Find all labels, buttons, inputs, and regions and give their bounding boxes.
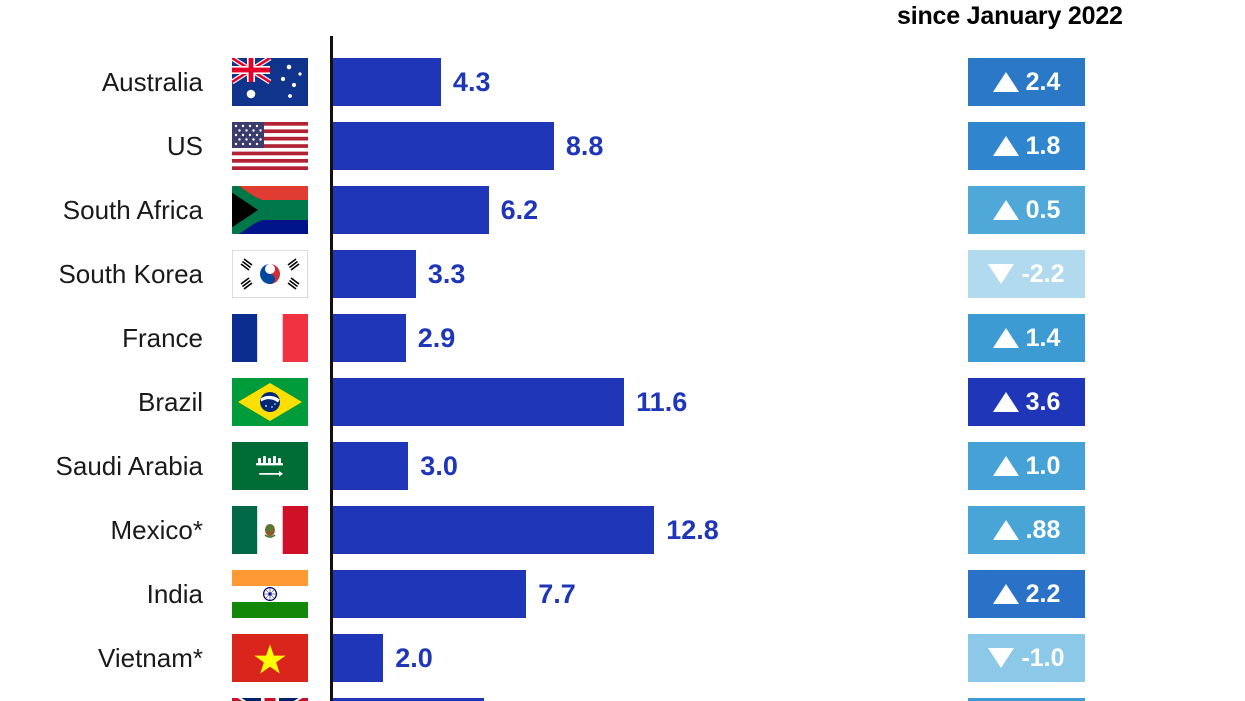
change-badge: .88 (968, 506, 1085, 554)
value-bar (333, 506, 655, 554)
triangle-up-icon (992, 72, 1019, 92)
triangle-up-icon (992, 200, 1019, 220)
country-label: France (122, 322, 203, 353)
change-badge-value: -1.0 (1021, 643, 1065, 672)
change-badge-value: 1.4 (1025, 323, 1061, 352)
triangle-down-icon (988, 264, 1015, 284)
bar-value-label: 2.9 (417, 322, 456, 353)
chart-row: Australia 4.3 2.4 (0, 58, 1245, 106)
chart-row: Brazil 11.6 3.6 (0, 378, 1245, 426)
change-badge-value: -2.2 (1021, 259, 1065, 288)
change-badge: 1.8 (968, 122, 1085, 170)
triangle-up-icon (992, 584, 1019, 604)
change-badge: 1.0 (968, 442, 1085, 490)
value-bar (333, 58, 441, 106)
change-badge (968, 698, 1085, 701)
country-label: Brazil (137, 386, 203, 417)
value-bar (333, 186, 489, 234)
change-badge: 2.2 (968, 570, 1085, 618)
flag-australia-icon (232, 58, 308, 106)
triangle-up-icon (992, 136, 1019, 156)
change-badge: 2.4 (968, 58, 1085, 106)
country-label: India (146, 578, 203, 609)
flag-uk-icon (232, 698, 308, 701)
triangle-up-icon (992, 520, 1019, 540)
change-badge: 1.4 (968, 314, 1085, 362)
flag-south-africa-icon (232, 186, 308, 234)
bar-value-label: 4.3 (452, 66, 491, 97)
bar-value-label: 7.7 (538, 578, 576, 609)
bar-value-label: 6.2 (500, 194, 539, 225)
chart-row: France 2.9 1.4 (0, 314, 1245, 362)
bar-value-label: 8.8 (565, 130, 604, 161)
axis-zero-line (330, 36, 333, 701)
flag-us-icon (232, 122, 308, 170)
flag-india-icon (232, 570, 308, 618)
value-bar (333, 122, 554, 170)
value-bar (333, 634, 384, 682)
value-bar (333, 698, 484, 701)
change-badge: 3.6 (968, 378, 1085, 426)
value-bar (333, 314, 406, 362)
change-badge: -1.0 (968, 634, 1085, 682)
flag-mexico-icon (232, 506, 308, 554)
country-label: South Africa (62, 194, 203, 225)
triangle-up-icon (992, 456, 1019, 476)
chart-row: South Korea 3.3 -2.2 (0, 250, 1245, 298)
chart-row: US 8.8 1.8 (0, 122, 1245, 170)
country-label: Australia (101, 66, 203, 97)
chart-row: Vietnam* 2.0 -1.0 (0, 634, 1245, 682)
flag-south-korea-icon (232, 250, 308, 298)
header-note: since January 2022 (897, 2, 1123, 30)
triangle-up-icon (992, 392, 1019, 412)
value-bar (333, 378, 625, 426)
chart-row: UK (0, 698, 1245, 701)
chart-row: Saudi Arabia 3.0 1.0 (0, 442, 1245, 490)
change-badge-value: 0.5 (1025, 195, 1061, 224)
triangle-down-icon (988, 648, 1015, 668)
country-label: South Korea (58, 258, 203, 289)
change-badge-value: 2.2 (1025, 579, 1061, 608)
country-label: US (166, 130, 203, 161)
flag-brazil-icon (232, 378, 308, 426)
change-badge-value: .88 (1025, 515, 1061, 544)
change-badge-value: 3.6 (1025, 387, 1061, 416)
value-bar (333, 250, 416, 298)
chart-row: Mexico* 12.8 .88 (0, 506, 1245, 554)
flag-saudi-arabia-icon (232, 442, 308, 490)
change-badge: 0.5 (968, 186, 1085, 234)
change-badge-value: 1.0 (1025, 451, 1061, 480)
country-label: Saudi Arabia (55, 450, 203, 481)
bar-value-label: 3.3 (427, 258, 466, 289)
flag-france-icon (232, 314, 308, 362)
bar-value-label: 3.0 (420, 450, 458, 481)
change-badge: -2.2 (968, 250, 1085, 298)
chart-row: South Africa 6.2 0.5 (0, 186, 1245, 234)
value-bar (333, 570, 527, 618)
bar-value-label: 11.6 (636, 386, 688, 417)
value-bar (333, 442, 409, 490)
triangle-up-icon (992, 328, 1019, 348)
flag-vietnam-icon (232, 634, 308, 682)
country-label: Mexico* (110, 514, 203, 545)
change-badge-value: 2.4 (1025, 67, 1061, 96)
bar-value-label: 12.8 (666, 514, 719, 545)
chart-row: India 7.7 2.2 (0, 570, 1245, 618)
change-badge-value: 1.8 (1025, 131, 1061, 160)
bar-value-label: 2.0 (395, 642, 433, 673)
country-label: Vietnam* (97, 642, 203, 673)
